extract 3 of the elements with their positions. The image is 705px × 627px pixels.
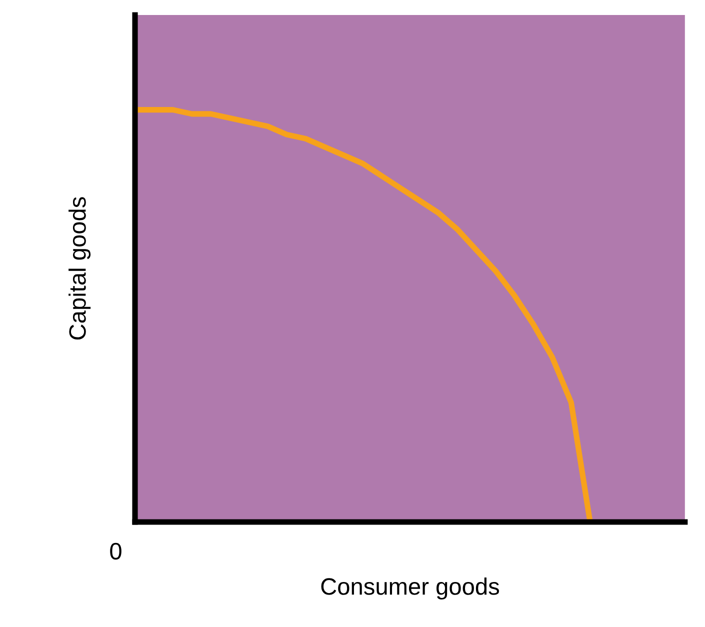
x-axis-title: Consumer goods (321, 578, 500, 600)
y-axis-title: Capital goods (68, 197, 91, 340)
text: 0 (110, 542, 122, 560)
